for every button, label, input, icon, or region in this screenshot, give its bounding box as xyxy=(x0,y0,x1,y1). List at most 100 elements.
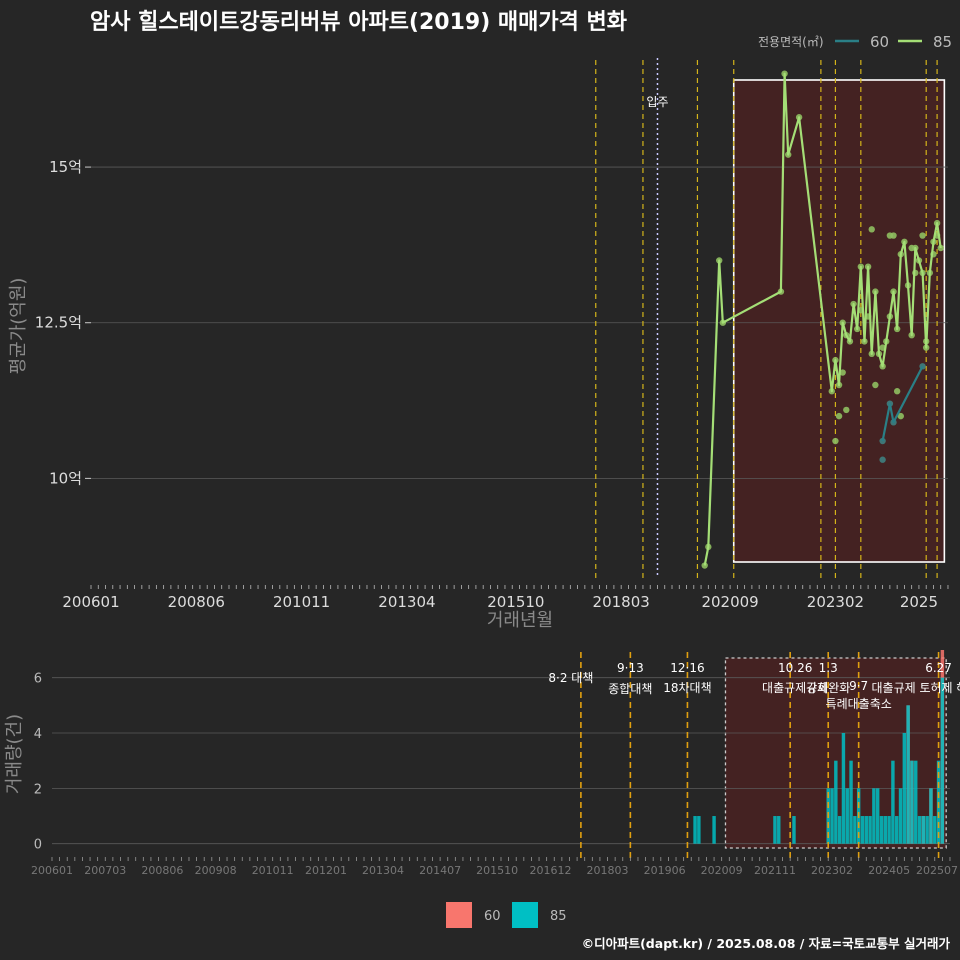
legend-label-60: 60 xyxy=(870,33,889,51)
x-tick-label: 202302 xyxy=(807,593,864,611)
volume-bar-85 xyxy=(864,816,868,844)
data-point-85 xyxy=(701,562,708,569)
annotation-date: 6.27 xyxy=(925,661,952,675)
volume-bar-85 xyxy=(883,816,888,844)
volume-x-tick-label: 201011 xyxy=(252,864,294,877)
scatter-point-85 xyxy=(843,406,850,414)
scatter-point-85 xyxy=(897,412,904,420)
scatter-point-85 xyxy=(868,226,875,233)
volume-bar-85 xyxy=(921,816,926,844)
volume-bar-85 xyxy=(841,733,846,844)
price-line-chart: 10억 12.5억 15억 입주 200601 200806 201011 201304 201… xyxy=(8,58,949,631)
scatter-point-85 xyxy=(919,232,926,239)
annotation-label: 8·2 대책 xyxy=(548,670,593,685)
volume-bar-85 xyxy=(879,816,884,844)
volume-bar-85 xyxy=(834,760,838,844)
annotation-label: 18차대책 xyxy=(663,680,711,695)
price-legend: 전용면적(㎡) 60 85 xyxy=(758,33,952,51)
scatter-point-85 xyxy=(893,388,901,395)
x-tick-label: 202009 xyxy=(701,593,758,611)
volume-bar-85 xyxy=(712,816,716,844)
volume-bar-85 xyxy=(891,760,895,844)
data-point-60 xyxy=(879,437,886,445)
x-tick-label: 200601 xyxy=(62,593,119,611)
volume-bar-85 xyxy=(933,816,937,844)
highlight-box xyxy=(732,79,946,563)
data-point-85 xyxy=(937,244,944,252)
scatter-point-85 xyxy=(872,381,879,389)
x-tick-label: 200806 xyxy=(168,593,225,611)
volume-x-tick-label: 201612 xyxy=(529,864,571,877)
volume-x-tick-label: 201906 xyxy=(644,864,686,877)
volume-x-tick-label: 202009 xyxy=(701,864,743,877)
volume-bar-85 xyxy=(837,816,842,844)
series-line-85 xyxy=(703,72,942,566)
volume-y-tick-label: 4 xyxy=(34,727,42,742)
volume-y-tick-label: 6 xyxy=(34,672,42,687)
volume-bar-85 xyxy=(849,760,853,844)
volume-x-tick-label: 201510 xyxy=(476,864,518,877)
volume-bar-85 xyxy=(697,816,701,844)
volume-bar-85 xyxy=(940,677,945,844)
scatter-point-85 xyxy=(839,369,846,376)
volume-bar-85 xyxy=(917,816,922,844)
legend-box-85 xyxy=(512,902,538,928)
volume-x-tick-label: 201201 xyxy=(305,864,347,877)
volume-bar-85 xyxy=(887,816,891,844)
volume-x-tick-label: 202111 xyxy=(754,864,796,877)
volume-x-tick-label: 200601 xyxy=(31,864,73,877)
volume-x-tick-label: 201803 xyxy=(587,864,629,877)
volume-x-tick-label: 202405 xyxy=(868,864,910,877)
volume-bar-chart: 0 2 4 6 8·2 대책 9·13 종합대책 12·16 18차대책 10.26 대출규제강화 1… xyxy=(4,650,960,877)
annotation-date: 10.26 xyxy=(778,661,812,675)
annotation-label: 종합대책 xyxy=(608,681,652,696)
scatter-point-85 xyxy=(832,437,839,445)
chart-title: 암사 힐스테이트강동리버뷰 아파트(2019) 매매가격 변화 xyxy=(90,10,627,35)
y-tick-label: 12.5억 xyxy=(35,314,82,332)
footer-credit: ©디아파트(dapt.kr) / 2025.08.08 / 자료=국토교통부 실… xyxy=(582,936,951,951)
volume-bar-85 xyxy=(853,816,857,844)
legend-label-85: 85 xyxy=(933,33,952,51)
annotation-label: 규제완화 xyxy=(806,681,850,695)
volume-bar-85 xyxy=(925,816,929,844)
annotation-date: 9·13 xyxy=(617,661,644,675)
volume-bar-85 xyxy=(845,788,849,844)
scatter-point-85 xyxy=(890,232,897,239)
volume-bar-85 xyxy=(895,816,899,844)
volume-bar-85 xyxy=(830,788,834,844)
legend-box-label-85: 85 xyxy=(550,909,567,924)
volume-bar-85 xyxy=(868,816,872,844)
x-tick-label: 201803 xyxy=(593,593,650,611)
volume-bar-85 xyxy=(914,760,918,844)
legend-title: 전용면적(㎡) xyxy=(758,35,824,49)
annotation-label: 대출규제강화 xyxy=(762,681,828,695)
volume-x-tick-label: 200703 xyxy=(84,864,126,877)
volume-bar-85 xyxy=(777,816,781,844)
legend-box-label-60: 60 xyxy=(484,909,501,924)
volume-bar-85 xyxy=(875,788,880,844)
y-tick-label: 10억 xyxy=(49,469,82,487)
volume-y-tick-label: 2 xyxy=(34,782,42,797)
volume-bar-85 xyxy=(910,760,914,844)
volume-x-tick-label: 202507 xyxy=(916,864,958,877)
volume-bar-85 xyxy=(872,788,876,844)
volume-x-tick-label: 202302 xyxy=(811,864,853,877)
y-axis-title: 평균가(억원) xyxy=(8,278,29,375)
annotation-label: 특례대출축소 xyxy=(826,697,892,711)
move-in-label: 입주 xyxy=(646,95,668,109)
volume-x-tick-label: 201304 xyxy=(362,864,404,877)
volume-bar-85 xyxy=(693,816,697,844)
volume-bar-85 xyxy=(792,816,796,844)
x-tick-label: 201510 xyxy=(487,593,544,611)
x-axis-title: 거래년월 xyxy=(487,610,553,631)
volume-bar-85 xyxy=(906,705,910,844)
volume-x-tick-label: 201407 xyxy=(419,864,461,877)
annotation-date: 12·16 xyxy=(670,661,704,675)
volume-bar-85 xyxy=(898,788,903,844)
volume-x-tick-label: 200806 xyxy=(141,864,183,877)
scatter-point-85 xyxy=(835,412,843,420)
annotation-date: 9·7 xyxy=(849,679,868,693)
volume-legend: 60 85 xyxy=(446,902,567,928)
